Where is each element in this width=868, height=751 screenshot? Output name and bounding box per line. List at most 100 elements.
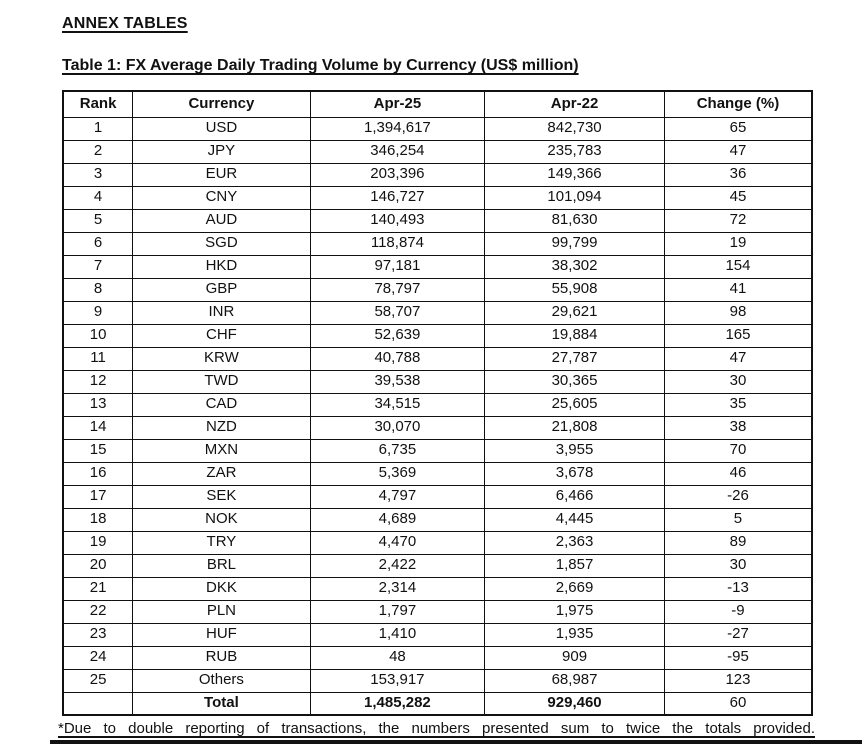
cell-apr25: 40,788 (309, 346, 486, 371)
cell-currency: ZAR (132, 461, 311, 486)
cell-currency: CNY (132, 185, 311, 210)
cell-rank: 20 (62, 553, 134, 578)
cell-apr25: 146,727 (309, 185, 486, 210)
cell-currency: BRL (132, 553, 311, 578)
table-row: 24 RUB 48 909 -95 (62, 645, 813, 670)
cell-apr25: 203,396 (309, 162, 486, 187)
cell-apr22: 235,783 (484, 139, 665, 164)
table-row: 14 NZD 30,070 21,808 38 (62, 415, 813, 440)
cell-currency: HUF (132, 622, 311, 647)
cell-currency: TWD (132, 369, 311, 394)
cell-rank: 4 (62, 185, 134, 210)
table-row: 1 USD 1,394,617 842,730 65 (62, 116, 813, 141)
cell-currency: USD (132, 116, 311, 141)
cell-apr25: 346,254 (309, 139, 486, 164)
cell-rank: 5 (62, 208, 134, 233)
cell-apr22: 3,955 (484, 438, 665, 463)
cell-apr25: 4,689 (309, 507, 486, 532)
total-cell-apr22: 929,460 (484, 691, 665, 716)
cell-change: 30 (663, 369, 813, 394)
cell-currency: DKK (132, 576, 311, 601)
cell-currency: HKD (132, 254, 311, 279)
bottom-rule (50, 740, 862, 744)
cell-apr22: 101,094 (484, 185, 665, 210)
total-cell-apr25: 1,485,282 (309, 691, 486, 716)
cell-currency: TRY (132, 530, 311, 555)
cell-change: -9 (663, 599, 813, 624)
table-row: 11 KRW 40,788 27,787 47 (62, 346, 813, 371)
cell-change: 98 (663, 300, 813, 325)
cell-rank: 23 (62, 622, 134, 647)
cell-change: 36 (663, 162, 813, 187)
table-row: 20 BRL 2,422 1,857 30 (62, 553, 813, 578)
cell-apr25: 39,538 (309, 369, 486, 394)
column-header-apr22: Apr-22 (484, 90, 665, 118)
cell-currency: NOK (132, 507, 311, 532)
table-total-row: Total 1,485,282 929,460 60 (62, 691, 813, 716)
cell-apr22: 3,678 (484, 461, 665, 486)
column-header-change: Change (%) (663, 90, 813, 118)
cell-rank: 25 (62, 668, 134, 693)
footnote: *Due to double reporting of transactions… (58, 720, 815, 737)
table-row: 22 PLN 1,797 1,975 -9 (62, 599, 813, 624)
cell-apr25: 1,797 (309, 599, 486, 624)
cell-apr22: 2,363 (484, 530, 665, 555)
cell-rank: 18 (62, 507, 134, 532)
cell-change: 35 (663, 392, 813, 417)
table-row: 10 CHF 52,639 19,884 165 (62, 323, 813, 348)
cell-apr25: 58,707 (309, 300, 486, 325)
table-header-row: Rank Currency Apr-25 Apr-22 Change (%) (62, 90, 813, 118)
cell-rank: 10 (62, 323, 134, 348)
cell-currency: CAD (132, 392, 311, 417)
column-header-rank: Rank (62, 90, 134, 118)
cell-apr22: 1,975 (484, 599, 665, 624)
table-row: 5 AUD 140,493 81,630 72 (62, 208, 813, 233)
cell-change: 30 (663, 553, 813, 578)
cell-rank: 17 (62, 484, 134, 509)
cell-apr22: 1,935 (484, 622, 665, 647)
cell-apr25: 48 (309, 645, 486, 670)
table-row: 7 HKD 97,181 38,302 154 (62, 254, 813, 279)
table-row: 18 NOK 4,689 4,445 5 (62, 507, 813, 532)
cell-rank: 19 (62, 530, 134, 555)
cell-change: 65 (663, 116, 813, 141)
cell-apr25: 118,874 (309, 231, 486, 256)
cell-rank: 24 (62, 645, 134, 670)
column-header-currency: Currency (132, 90, 311, 118)
table-row: 19 TRY 4,470 2,363 89 (62, 530, 813, 555)
cell-apr25: 6,735 (309, 438, 486, 463)
cell-apr22: 1,857 (484, 553, 665, 578)
total-cell-currency: Total (132, 691, 311, 716)
cell-change: 46 (663, 461, 813, 486)
cell-rank: 22 (62, 599, 134, 624)
cell-apr22: 19,884 (484, 323, 665, 348)
cell-rank: 3 (62, 162, 134, 187)
cell-apr22: 99,799 (484, 231, 665, 256)
cell-rank: 12 (62, 369, 134, 394)
cell-apr25: 4,797 (309, 484, 486, 509)
cell-change: -13 (663, 576, 813, 601)
cell-apr22: 81,630 (484, 208, 665, 233)
cell-change: 19 (663, 231, 813, 256)
cell-apr25: 2,422 (309, 553, 486, 578)
cell-currency: KRW (132, 346, 311, 371)
cell-currency: JPY (132, 139, 311, 164)
cell-change: 38 (663, 415, 813, 440)
cell-currency: SGD (132, 231, 311, 256)
table-row: 3 EUR 203,396 149,366 36 (62, 162, 813, 187)
cell-apr22: 909 (484, 645, 665, 670)
cell-rank: 16 (62, 461, 134, 486)
cell-change: -95 (663, 645, 813, 670)
table-row: 4 CNY 146,727 101,094 45 (62, 185, 813, 210)
cell-change: -27 (663, 622, 813, 647)
cell-change: 154 (663, 254, 813, 279)
cell-apr25: 5,369 (309, 461, 486, 486)
total-cell-rank (62, 691, 134, 716)
column-header-apr25: Apr-25 (309, 90, 486, 118)
cell-change: 47 (663, 346, 813, 371)
cell-rank: 7 (62, 254, 134, 279)
cell-change: 70 (663, 438, 813, 463)
cell-rank: 13 (62, 392, 134, 417)
cell-currency: PLN (132, 599, 311, 624)
table-title: Table 1: FX Average Daily Trading Volume… (62, 57, 579, 74)
